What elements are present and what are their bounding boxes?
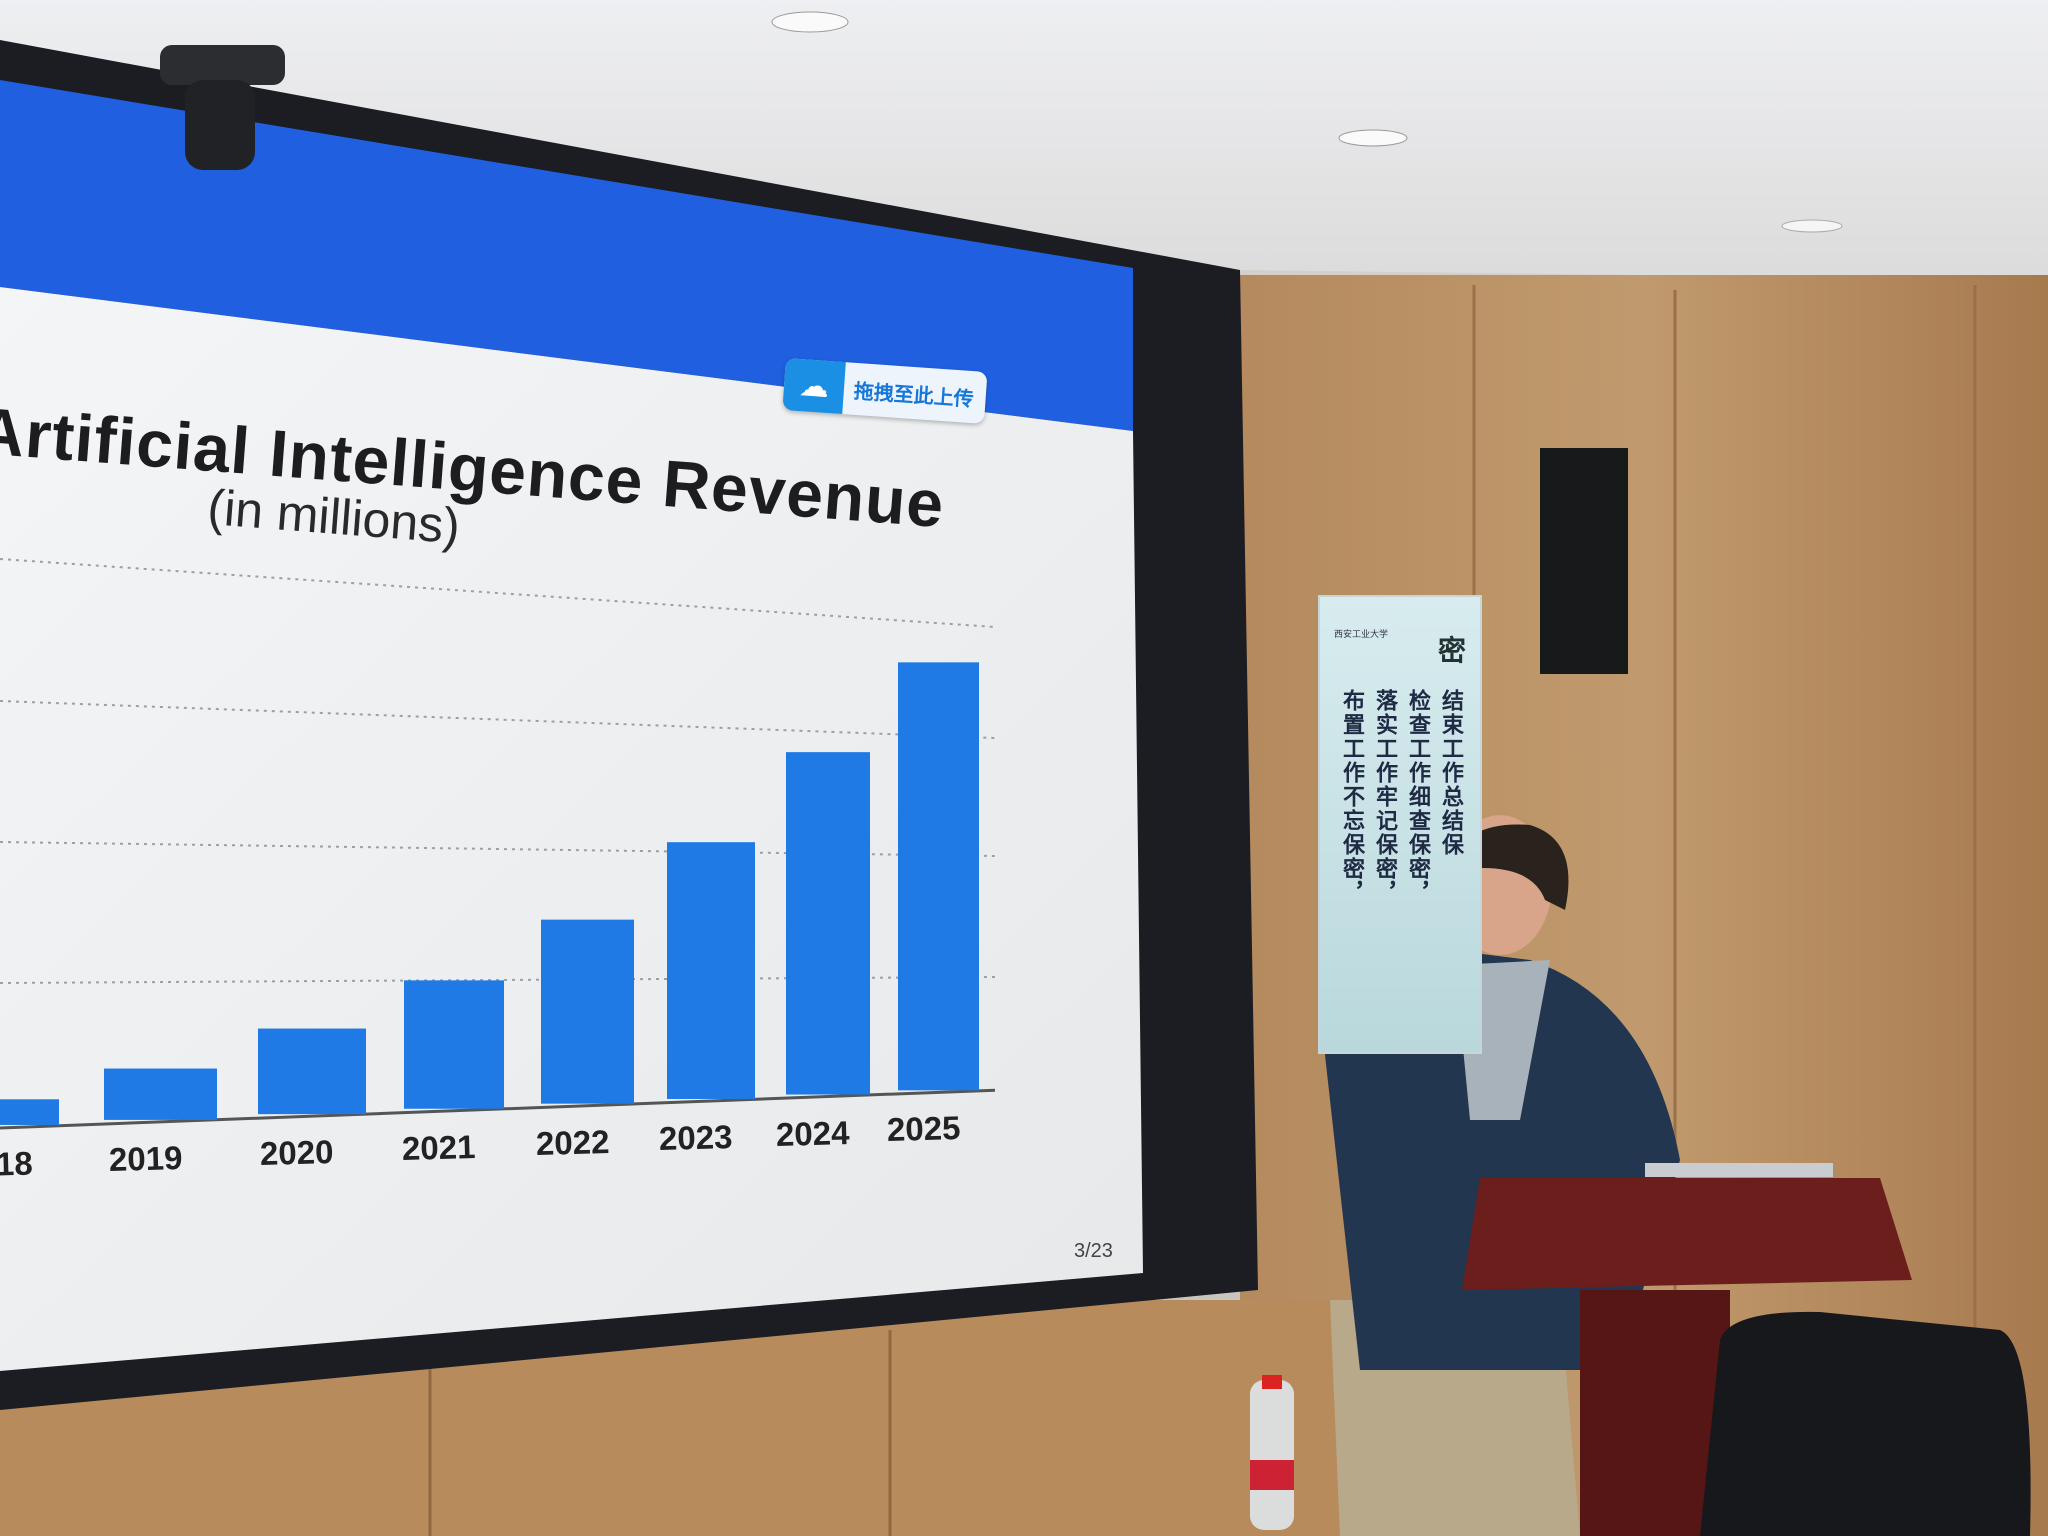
x-tick-label: 2025 bbox=[886, 1109, 961, 1149]
x-tick-label: 2022 bbox=[535, 1122, 610, 1162]
chair bbox=[1700, 1311, 2031, 1536]
upload-label: 拖拽至此上传 bbox=[853, 380, 975, 411]
ceiling-light bbox=[1781, 219, 1843, 233]
bar-2021 bbox=[404, 980, 504, 1109]
bar-2020 bbox=[258, 1028, 366, 1115]
camera bbox=[185, 80, 255, 170]
bar-2019 bbox=[104, 1068, 217, 1120]
poster-column: 布置工作不忘保密， bbox=[1339, 689, 1364, 905]
x-tick-label: 2021 bbox=[401, 1127, 476, 1167]
x-tick-label: 2019 bbox=[108, 1138, 183, 1178]
camera-mount bbox=[160, 45, 285, 85]
poster-column: 检查工作细查保密， bbox=[1405, 689, 1430, 905]
page-indicator: 3/23 bbox=[1074, 1240, 1113, 1262]
ceiling-light bbox=[771, 11, 849, 33]
slide-header bbox=[0, 80, 1133, 431]
x-tick-label: 2023 bbox=[658, 1118, 733, 1157]
x-tick-label: 2020 bbox=[259, 1133, 334, 1173]
wall-poster: 西安工业大学 密 结束工作总结保 检查工作细查保密， 落实工作牢记保密， 布置工… bbox=[1318, 595, 1482, 1054]
gridline bbox=[0, 976, 996, 984]
gridline bbox=[0, 700, 996, 739]
bar-2022 bbox=[541, 919, 634, 1104]
podium bbox=[1462, 1178, 1912, 1290]
x-tick-label: 18 bbox=[0, 1144, 34, 1183]
bar-2018 bbox=[0, 1099, 59, 1125]
wall-speaker bbox=[1540, 448, 1628, 674]
bar-2024 bbox=[786, 752, 870, 1095]
cloud-icon: ☁ bbox=[782, 358, 846, 415]
bar-chart bbox=[0, 558, 996, 1130]
poster-logo: 西安工业大学 bbox=[1334, 629, 1389, 639]
x-tick-label: 2024 bbox=[775, 1113, 850, 1153]
bar-2023 bbox=[667, 842, 755, 1099]
gridline bbox=[0, 841, 996, 857]
water-bottle bbox=[1250, 1380, 1294, 1530]
laptop bbox=[1645, 1163, 1833, 1177]
bar-2025 bbox=[898, 662, 979, 1091]
x-axis bbox=[0, 1088, 996, 1130]
poster-column: 结束工作总结保 bbox=[1438, 689, 1463, 857]
ceiling-light bbox=[1338, 129, 1408, 147]
poster-column: 落实工作牢记保密， bbox=[1372, 689, 1397, 905]
poster-seal: 密 bbox=[1437, 635, 1466, 666]
gridline bbox=[0, 558, 996, 628]
